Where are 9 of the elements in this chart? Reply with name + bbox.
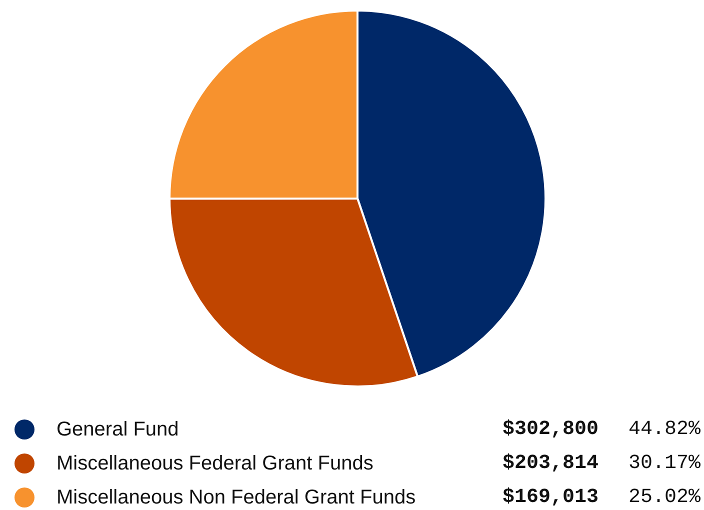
data-label: $302,800 — [502, 418, 598, 441]
text: 44.82% — [628, 418, 702, 441]
legend-label: General Fund — [56, 418, 179, 440]
legend-label: Miscellaneous Non Federal Grant Funds — [56, 486, 416, 508]
text: 25.02% — [628, 486, 702, 509]
text: 30.17% — [628, 452, 702, 475]
data-label: $169,013 — [502, 486, 598, 509]
legend-label: Miscellaneous Federal Grant Funds — [56, 452, 374, 474]
data-label: $203,814 — [502, 452, 598, 475]
